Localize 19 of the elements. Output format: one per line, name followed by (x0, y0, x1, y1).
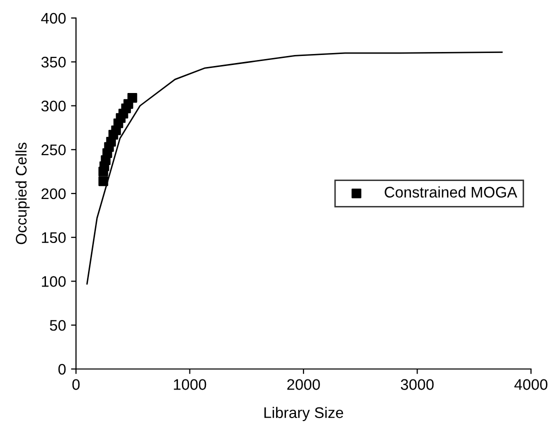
y-tick-label: 400 (41, 12, 66, 24)
y-tick-label: 300 (41, 100, 66, 112)
y-axis-title: Occupied Cells (15, 142, 30, 244)
x-tick-label: 0 (72, 379, 80, 390)
y-tick-label: 200 (42, 188, 66, 200)
legend-label: Constrained MOGA (384, 186, 518, 198)
x-axis-title: Library Size (264, 406, 344, 422)
point (127, 92, 138, 103)
point (98, 176, 108, 186)
y-tick-label: 150 (42, 232, 66, 244)
y-tick-label: 0 (58, 364, 66, 375)
y-tick-label: 250 (42, 144, 66, 156)
x-tick-label: 4000 (514, 379, 548, 390)
x-tick-label: 3000 (400, 379, 434, 390)
y-tick-label: 50 (50, 320, 66, 331)
x-tick-label: 1000 (174, 379, 206, 390)
x-tick-label: 2000 (287, 379, 320, 390)
y-tick-label: 350 (41, 56, 66, 68)
y-tick-label: 100 (42, 276, 66, 287)
